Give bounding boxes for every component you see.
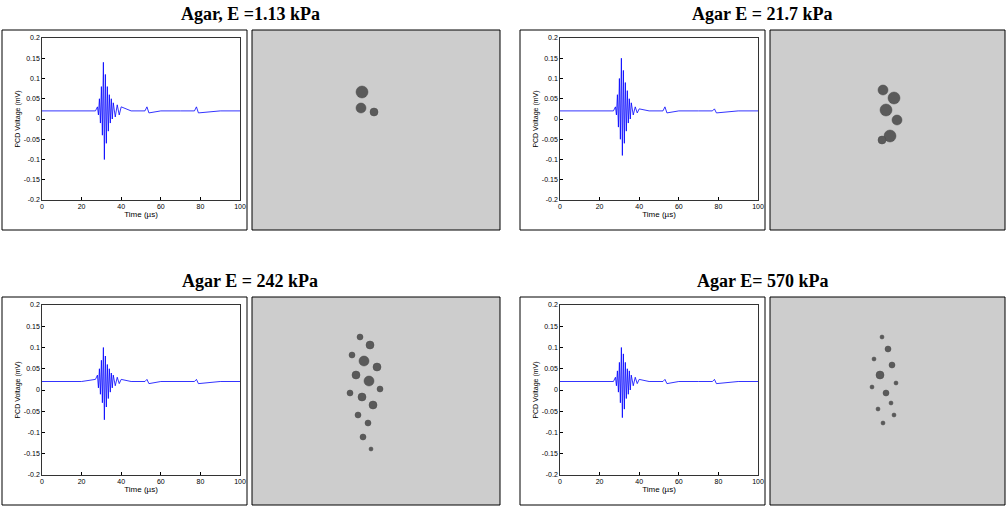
svg-text:0: 0: [558, 478, 562, 485]
svg-text:0.15: 0.15: [26, 55, 40, 62]
svg-text:20: 20: [78, 478, 86, 485]
svg-text:40: 40: [635, 478, 643, 485]
svg-text:Agar E = 242 kPa: Agar E = 242 kPa: [182, 271, 318, 291]
svg-text:0.1: 0.1: [30, 75, 40, 82]
svg-text:-0.05: -0.05: [542, 136, 558, 143]
svg-text:60: 60: [675, 478, 683, 485]
svg-text:0.05: 0.05: [26, 95, 40, 102]
svg-text:-0.1: -0.1: [28, 156, 40, 163]
svg-text:0.05: 0.05: [544, 95, 558, 102]
svg-text:Time (µs): Time (µs): [124, 210, 158, 219]
svg-text:0.2: 0.2: [30, 301, 40, 308]
svg-text:0: 0: [40, 478, 44, 485]
svg-text:-0.15: -0.15: [24, 176, 40, 183]
svg-text:60: 60: [157, 478, 165, 485]
svg-text:-0.2: -0.2: [28, 196, 40, 203]
svg-text:-0.05: -0.05: [542, 408, 558, 415]
svg-text:0.2: 0.2: [548, 301, 558, 308]
svg-text:PCD Voltage (mV): PCD Voltage (mV): [14, 90, 22, 147]
svg-text:-0.15: -0.15: [24, 450, 40, 457]
svg-text:100: 100: [752, 203, 764, 210]
svg-text:-0.2: -0.2: [546, 471, 558, 478]
svg-text:0: 0: [40, 203, 44, 210]
svg-text:0.1: 0.1: [548, 75, 558, 82]
svg-text:0: 0: [558, 203, 562, 210]
svg-text:20: 20: [78, 203, 86, 210]
svg-text:0: 0: [36, 115, 40, 122]
svg-text:80: 80: [715, 203, 723, 210]
svg-text:20: 20: [596, 478, 604, 485]
svg-text:PCD Voltage (mV): PCD Voltage (mV): [532, 361, 540, 418]
svg-text:-0.1: -0.1: [546, 429, 558, 436]
svg-text:0: 0: [554, 386, 558, 393]
svg-text:-0.15: -0.15: [542, 176, 558, 183]
svg-text:-0.1: -0.1: [28, 429, 40, 436]
svg-text:Time (µs): Time (µs): [124, 485, 158, 494]
svg-text:0.1: 0.1: [548, 344, 558, 351]
svg-text:0.2: 0.2: [548, 34, 558, 41]
svg-text:Time (µs): Time (µs): [642, 210, 676, 219]
svg-text:20: 20: [596, 203, 604, 210]
svg-text:100: 100: [752, 478, 764, 485]
svg-text:Agar E = 21.7 kPa: Agar E = 21.7 kPa: [692, 4, 832, 24]
svg-text:0.15: 0.15: [544, 323, 558, 330]
svg-text:0.05: 0.05: [544, 365, 558, 372]
svg-text:100: 100: [234, 478, 246, 485]
svg-text:PCD Voltage (mV): PCD Voltage (mV): [14, 361, 22, 418]
svg-text:Time (µs): Time (µs): [642, 485, 676, 494]
svg-text:-0.15: -0.15: [542, 450, 558, 457]
svg-text:40: 40: [117, 203, 125, 210]
svg-text:0.05: 0.05: [26, 365, 40, 372]
svg-text:80: 80: [197, 203, 205, 210]
svg-text:-0.05: -0.05: [24, 408, 40, 415]
svg-text:0.15: 0.15: [544, 55, 558, 62]
svg-text:-0.1: -0.1: [546, 156, 558, 163]
svg-text:0.2: 0.2: [30, 34, 40, 41]
svg-text:Agar E= 570 kPa: Agar E= 570 kPa: [697, 271, 828, 291]
svg-text:0: 0: [554, 115, 558, 122]
svg-text:0: 0: [36, 386, 40, 393]
svg-text:0.15: 0.15: [26, 323, 40, 330]
svg-text:-0.05: -0.05: [24, 136, 40, 143]
svg-text:60: 60: [157, 203, 165, 210]
svg-text:-0.2: -0.2: [546, 196, 558, 203]
svg-text:40: 40: [635, 203, 643, 210]
svg-text:PCD Voltage (mV): PCD Voltage (mV): [532, 90, 540, 147]
svg-text:80: 80: [715, 478, 723, 485]
svg-text:40: 40: [117, 478, 125, 485]
svg-text:60: 60: [675, 203, 683, 210]
svg-text:-0.2: -0.2: [28, 471, 40, 478]
svg-text:0.1: 0.1: [30, 344, 40, 351]
svg-text:80: 80: [197, 478, 205, 485]
svg-text:Agar, E =1.13 kPa: Agar, E =1.13 kPa: [181, 4, 320, 24]
svg-text:100: 100: [234, 203, 246, 210]
